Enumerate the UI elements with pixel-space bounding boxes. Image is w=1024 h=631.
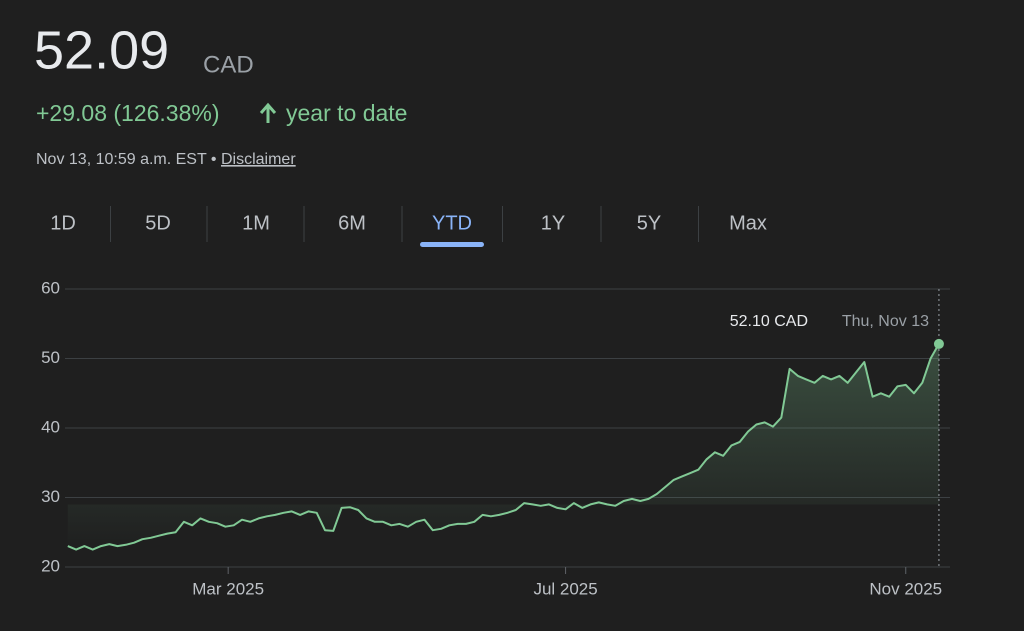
- price-line: [67, 343, 940, 551]
- timestamp: Nov 13, 10:59 a.m. EST: [36, 151, 207, 168]
- area-fill: [67, 343, 939, 550]
- range-tabs: 1D 5D 1M 6M YTD 1Y 5Y Max: [50, 206, 767, 247]
- change: +29.08 (126.38%): [36, 100, 220, 126]
- currency: CAD: [203, 51, 254, 78]
- range-tab[interactable]: Max: [729, 212, 767, 234]
- timestamp-line: Nov 13, 10:59 a.m. EST • Disclaimer: [36, 151, 296, 168]
- range-tab[interactable]: 6M: [338, 212, 366, 234]
- range-tab[interactable]: 1Y: [541, 212, 565, 234]
- change-period: year to date: [286, 100, 407, 126]
- y-tick-label: 20: [41, 556, 60, 575]
- x-tick-label: Jul 2025: [533, 579, 597, 598]
- x-tick-label: Mar 2025: [192, 579, 264, 598]
- range-tab[interactable]: 5Y: [637, 212, 661, 234]
- price: 52.09: [34, 20, 169, 80]
- x-tick-label: Nov 2025: [869, 579, 942, 598]
- disclaimer-link[interactable]: Disclaimer: [221, 151, 296, 168]
- range-tab[interactable]: 1M: [242, 212, 270, 234]
- y-tick-label: 60: [41, 278, 60, 297]
- tooltip-value: 52.10 CAD: [730, 313, 808, 330]
- tooltip-date: Thu, Nov 13: [842, 313, 929, 330]
- tab-indicator: [420, 242, 484, 247]
- separator: •: [211, 151, 217, 168]
- y-tick-label: 30: [41, 487, 60, 506]
- hover-point: [933, 338, 944, 349]
- y-tick-label: 40: [41, 417, 60, 436]
- y-tick-label: 50: [41, 348, 60, 367]
- chart: 20 30 40 50 60 Mar 2025 Jul 2025 Nov 2025 52.10 …: [41, 278, 950, 598]
- up-arrow: [259, 102, 277, 123]
- range-tab[interactable]: 1D: [50, 212, 76, 234]
- range-tab[interactable]: 5D: [145, 212, 171, 234]
- range-tab[interactable]: YTD: [432, 212, 472, 234]
